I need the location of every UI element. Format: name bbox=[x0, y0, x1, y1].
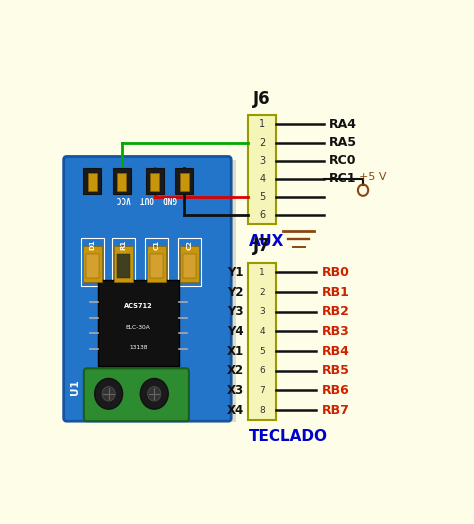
Bar bbox=[83, 246, 102, 282]
Bar bbox=[114, 246, 133, 282]
Bar bbox=[83, 168, 101, 194]
Text: R1: R1 bbox=[120, 240, 127, 250]
Bar bbox=[146, 168, 164, 194]
Text: RB5: RB5 bbox=[322, 364, 350, 377]
Text: 2: 2 bbox=[259, 138, 265, 148]
Text: 5: 5 bbox=[259, 346, 265, 356]
Circle shape bbox=[95, 378, 123, 409]
Text: RB1: RB1 bbox=[322, 286, 350, 299]
Text: AUX: AUX bbox=[249, 234, 284, 249]
Text: 4: 4 bbox=[259, 327, 265, 336]
Bar bbox=[81, 238, 104, 286]
Text: TECLADO: TECLADO bbox=[249, 429, 328, 444]
Bar bbox=[150, 172, 159, 191]
Text: X4: X4 bbox=[227, 403, 244, 417]
Text: RB2: RB2 bbox=[322, 305, 350, 318]
FancyBboxPatch shape bbox=[84, 368, 189, 421]
Bar bbox=[117, 172, 126, 191]
Circle shape bbox=[102, 387, 115, 401]
Text: D1: D1 bbox=[89, 239, 95, 250]
Text: C2: C2 bbox=[187, 240, 192, 250]
Text: X1: X1 bbox=[227, 345, 244, 357]
Bar bbox=[117, 254, 130, 278]
Bar bbox=[248, 115, 276, 224]
Text: RA5: RA5 bbox=[329, 136, 357, 149]
Text: 5: 5 bbox=[259, 192, 265, 202]
Circle shape bbox=[140, 378, 168, 409]
Text: J7: J7 bbox=[253, 237, 271, 256]
Text: Y1: Y1 bbox=[228, 266, 244, 279]
Bar bbox=[183, 254, 196, 278]
Bar bbox=[86, 254, 99, 278]
Bar bbox=[175, 168, 193, 194]
Text: X3: X3 bbox=[227, 384, 244, 397]
Text: 8: 8 bbox=[259, 406, 265, 414]
Text: C1: C1 bbox=[154, 240, 160, 250]
Text: 7: 7 bbox=[259, 386, 265, 395]
Bar bbox=[150, 254, 163, 278]
Text: 2: 2 bbox=[259, 288, 265, 297]
Text: GND  OUT  VCC: GND OUT VCC bbox=[118, 194, 177, 203]
Text: RB3: RB3 bbox=[322, 325, 350, 338]
FancyBboxPatch shape bbox=[64, 157, 231, 421]
Text: 4: 4 bbox=[259, 174, 265, 184]
Bar bbox=[178, 238, 201, 286]
Text: Y3: Y3 bbox=[228, 305, 244, 318]
Text: 3: 3 bbox=[259, 307, 265, 316]
Bar bbox=[147, 246, 166, 282]
Bar bbox=[180, 246, 199, 282]
Text: +5 V: +5 V bbox=[359, 172, 386, 182]
Text: 1: 1 bbox=[259, 268, 265, 277]
Text: RC1: RC1 bbox=[329, 172, 357, 185]
Text: J6: J6 bbox=[254, 90, 271, 108]
Bar bbox=[248, 263, 276, 420]
Text: Y4: Y4 bbox=[228, 325, 244, 338]
Text: 6: 6 bbox=[259, 366, 265, 375]
Text: RA4: RA4 bbox=[329, 118, 357, 131]
Bar bbox=[98, 279, 179, 366]
Bar bbox=[88, 172, 97, 191]
Text: 3: 3 bbox=[259, 156, 265, 166]
Text: X2: X2 bbox=[227, 364, 244, 377]
Bar bbox=[145, 238, 168, 286]
Text: RB0: RB0 bbox=[322, 266, 350, 279]
Text: ELC-30A: ELC-30A bbox=[126, 325, 151, 330]
Bar bbox=[180, 172, 189, 191]
Bar bbox=[112, 238, 135, 286]
Text: U1: U1 bbox=[70, 379, 80, 395]
Text: RB4: RB4 bbox=[322, 345, 350, 357]
Text: RB7: RB7 bbox=[322, 403, 350, 417]
Text: 13138: 13138 bbox=[129, 345, 147, 350]
Bar bbox=[70, 160, 236, 422]
Text: ACS712: ACS712 bbox=[124, 302, 153, 309]
Text: RC0: RC0 bbox=[329, 154, 357, 167]
Text: 1: 1 bbox=[259, 119, 265, 129]
Bar bbox=[112, 168, 131, 194]
Text: RB6: RB6 bbox=[322, 384, 350, 397]
Text: 6: 6 bbox=[259, 210, 265, 220]
Circle shape bbox=[147, 387, 161, 401]
Text: Y2: Y2 bbox=[228, 286, 244, 299]
